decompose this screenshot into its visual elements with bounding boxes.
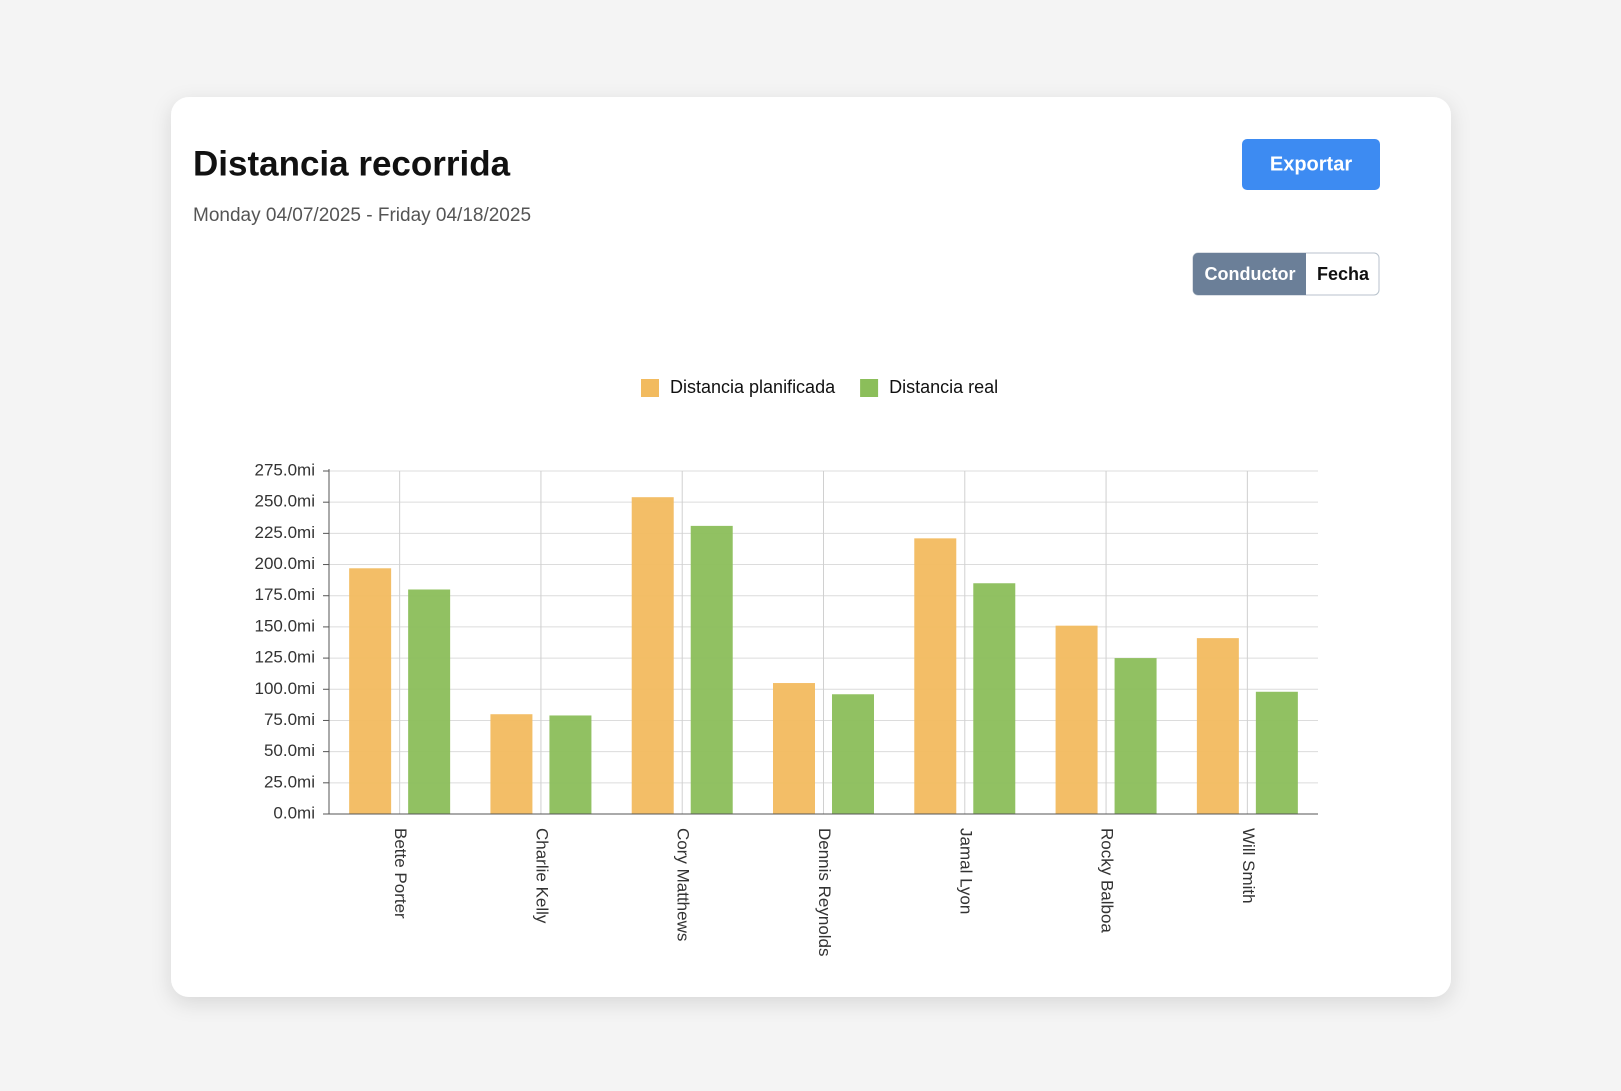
bar — [1196, 638, 1239, 814]
bar — [773, 683, 815, 814]
x-tick-label: Will Smith — [1239, 828, 1258, 904]
export-button-label[interactable]: Exportar — [1270, 153, 1352, 175]
y-tick-label: 150.0mi — [255, 616, 315, 635]
card — [171, 97, 1451, 997]
bar — [631, 497, 674, 814]
y-tick-label: 50.0mi — [264, 741, 315, 760]
y-tick-label: 125.0mi — [255, 648, 315, 667]
bar — [1255, 691, 1298, 814]
bar — [490, 714, 533, 814]
y-tick-label: 175.0mi — [255, 585, 315, 604]
export-button[interactable] — [1242, 139, 1380, 190]
subtitle: Monday 04/07/2025 - Friday 04/18/2025 — [193, 205, 531, 226]
bar — [973, 583, 1016, 814]
x-tick-label: Bette Porter — [391, 828, 410, 919]
y-tick-label: 75.0mi — [264, 710, 315, 729]
legend-swatch — [641, 379, 659, 397]
bar — [690, 525, 733, 814]
x-tick-label: Rocky Balboa — [1098, 828, 1117, 933]
bar — [832, 694, 874, 814]
y-tick-label: 200.0mi — [255, 554, 315, 573]
bar — [408, 589, 451, 814]
bar — [1114, 658, 1157, 814]
x-tick-label: Cory Matthews — [674, 828, 693, 941]
y-tick-label: 250.0mi — [255, 492, 315, 511]
y-tick-label: 100.0mi — [255, 679, 315, 698]
y-tick-label: 225.0mi — [255, 523, 315, 542]
x-tick-label: Dennis Reynolds — [815, 828, 834, 957]
x-tick-label: Jamal Lyon — [956, 828, 975, 914]
title: Distancia recorrida — [193, 144, 511, 183]
legend-label: Distancia planificada — [670, 377, 836, 397]
bar — [349, 568, 392, 814]
y-tick-label: 275.0mi — [255, 460, 315, 479]
toggle-fecha[interactable]: Fecha — [1317, 264, 1370, 284]
x-tick-label: Charlie Kelly — [532, 828, 551, 924]
legend-swatch — [860, 379, 879, 397]
bar — [549, 715, 592, 814]
y-tick-label: 0.0mi — [273, 803, 315, 822]
toggle-active[interactable] — [1193, 253, 1306, 295]
bar — [1055, 625, 1098, 814]
bar — [914, 538, 957, 814]
legend-label: Distancia real — [889, 377, 998, 397]
toggle-conductor[interactable]: Conductor — [1205, 264, 1296, 284]
y-tick-label: 25.0mi — [264, 772, 315, 791]
